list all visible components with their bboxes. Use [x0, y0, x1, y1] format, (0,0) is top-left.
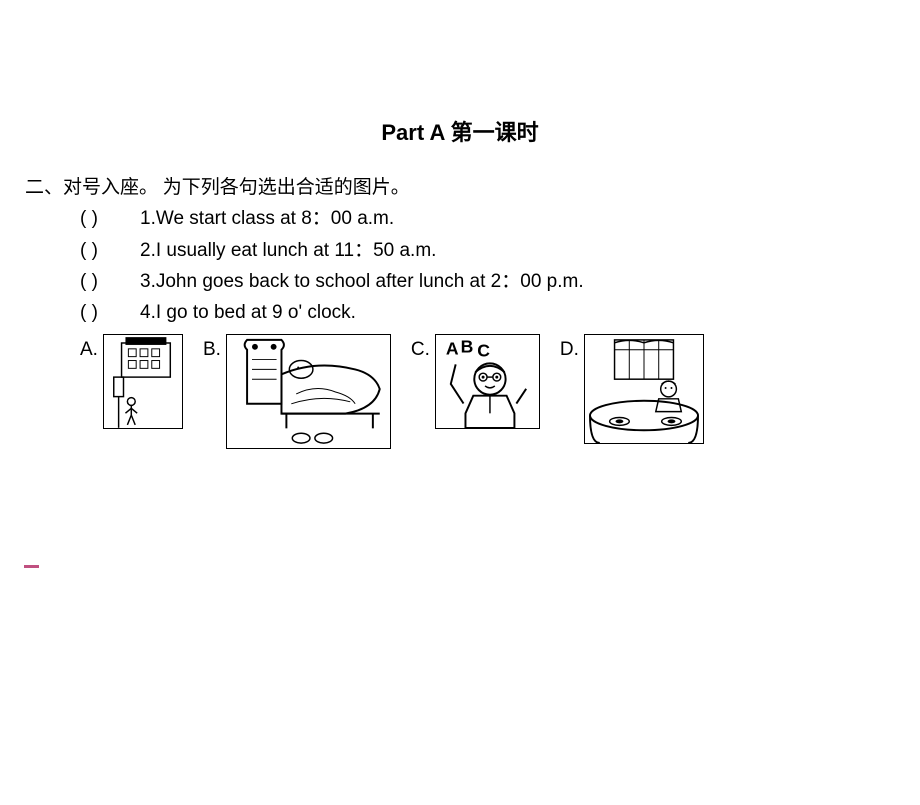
- answer-blank: ( ): [80, 203, 140, 234]
- option-a: A.: [80, 334, 183, 429]
- question-2: ( )2.I usually eat lunch at 11：50 a.m.: [25, 235, 920, 266]
- teacher-abc-image: A B C: [435, 334, 540, 429]
- question-3: ( )3.John goes back to school after lunc…: [25, 266, 920, 297]
- q-num: 4: [140, 302, 151, 323]
- school-building-image: [103, 334, 183, 429]
- q-text: I go to bed at 9 o' clock.: [156, 302, 356, 323]
- svg-text:C: C: [477, 340, 490, 360]
- option-label: A.: [80, 334, 98, 365]
- question-1: ( )1.We start class at 8：00 a.m.: [25, 203, 920, 234]
- answer-blank: ( ): [80, 297, 140, 328]
- q-num: 3: [140, 271, 151, 292]
- svg-text:B: B: [460, 336, 473, 356]
- corner-mark: [24, 565, 39, 568]
- bed-sleeping-image: [226, 334, 391, 449]
- svg-text:A: A: [446, 338, 459, 358]
- option-label: B.: [203, 334, 221, 365]
- content-area: 二、对号入座。 为下列各句选出合适的图片。 ( )1.We start clas…: [0, 172, 920, 449]
- option-label: D.: [560, 334, 579, 365]
- q-text: John goes back to school after lunch at …: [156, 271, 584, 292]
- q-text: We start class at 8：00 a.m.: [156, 208, 394, 229]
- question-4: ( )4.I go to bed at 9 o' clock.: [25, 297, 920, 328]
- dining-table-image: [584, 334, 704, 444]
- section-heading: 二、对号入座。 为下列各句选出合适的图片。: [25, 172, 920, 203]
- options-row: A.: [25, 334, 920, 449]
- option-d: D.: [560, 334, 704, 444]
- q-num: 1: [140, 208, 151, 229]
- option-label: C.: [411, 334, 430, 365]
- section-text: 对号入座。 为下列各句选出合适的图片。: [63, 177, 410, 198]
- option-b: B.: [203, 334, 391, 449]
- answer-blank: ( ): [80, 235, 140, 266]
- answer-blank: ( ): [80, 266, 140, 297]
- q-num: 2: [140, 240, 151, 261]
- lesson-title: Part A 第一课时: [0, 115, 920, 147]
- section-number: 二、: [25, 177, 63, 198]
- option-c: C. A B C: [411, 334, 540, 429]
- q-text: I usually eat lunch at 11：50 a.m.: [156, 240, 437, 261]
